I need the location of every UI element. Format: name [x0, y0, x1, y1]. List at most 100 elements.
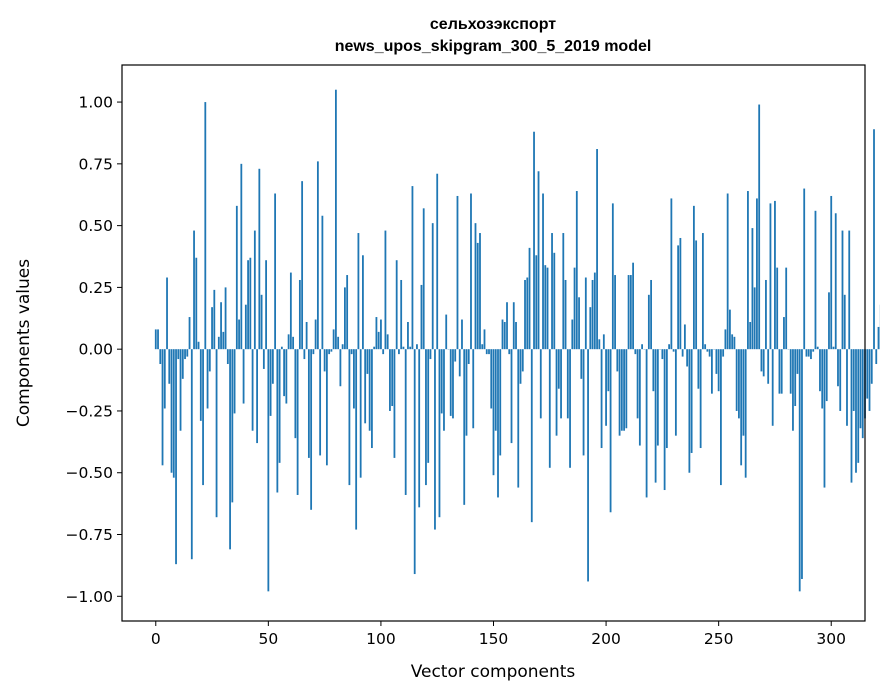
bar: [699, 349, 702, 449]
bar: [231, 349, 234, 503]
y-tick-label: −0.50: [66, 464, 114, 482]
bar: [868, 349, 871, 411]
bar: [724, 329, 727, 350]
bar: [571, 319, 574, 350]
bar: [445, 314, 448, 350]
bar: [557, 349, 560, 389]
bar: [229, 349, 231, 550]
bar: [537, 171, 540, 350]
bar: [542, 193, 544, 350]
bar: [688, 349, 691, 473]
bar: [510, 349, 513, 444]
bar: [591, 279, 594, 350]
bar: [172, 349, 175, 478]
bar: [258, 168, 261, 350]
x-tick-label: 50: [258, 630, 278, 648]
bar: [695, 240, 698, 350]
bar: [386, 334, 389, 350]
bar: [670, 198, 673, 350]
bar: [672, 349, 675, 352]
bar: [593, 272, 596, 350]
bar: [548, 349, 551, 468]
bar: [830, 195, 833, 350]
bar: [190, 349, 193, 560]
bar: [756, 198, 758, 350]
bar: [803, 188, 806, 350]
bar: [339, 349, 342, 387]
bar: [573, 267, 576, 350]
bar: [407, 321, 409, 350]
y-tick-label: 1.00: [78, 94, 113, 112]
bar: [553, 252, 556, 350]
bar: [472, 349, 475, 429]
bar: [384, 230, 387, 350]
bar: [731, 334, 734, 350]
bar: [463, 349, 466, 505]
y-tick-label: 0.00: [78, 341, 113, 359]
bar: [517, 349, 520, 488]
bar: [801, 349, 803, 579]
bar: [350, 349, 353, 355]
bar: [686, 349, 689, 367]
bar: [873, 129, 875, 350]
bar: [436, 173, 439, 350]
bar: [638, 349, 641, 446]
bar: [271, 349, 274, 384]
bar: [296, 349, 299, 495]
y-tick-label: −1.00: [66, 588, 114, 606]
bar: [211, 307, 213, 350]
bar: [861, 349, 864, 439]
bar: [375, 317, 378, 350]
bar: [298, 279, 301, 350]
bar: [634, 349, 637, 355]
x-axis: 0 50 100 150 200 250 300: [151, 621, 846, 648]
bar: [760, 349, 763, 372]
bar: [294, 349, 297, 439]
y-tick-label: −0.25: [66, 402, 114, 420]
bar: [429, 349, 432, 360]
y-tick-label: 0.50: [78, 217, 113, 235]
bar: [161, 349, 164, 466]
bar: [330, 349, 333, 352]
bar: [769, 203, 772, 350]
bar: [810, 349, 812, 360]
bar: [679, 237, 682, 350]
bar: [247, 260, 249, 350]
bar: [474, 223, 477, 350]
bar: [179, 349, 182, 431]
bar: [476, 242, 479, 350]
bar: [794, 349, 797, 407]
bar: [834, 213, 837, 350]
bar: [166, 277, 168, 350]
bar: [605, 349, 607, 426]
bar: [332, 329, 335, 350]
bar: [785, 267, 788, 350]
bar: [380, 319, 382, 350]
bar: [744, 349, 747, 478]
bar: [188, 317, 191, 350]
bar: [328, 349, 331, 355]
bar: [807, 349, 810, 357]
bar: [411, 186, 414, 350]
bar: [303, 349, 306, 360]
bars-group: [154, 89, 880, 592]
bar: [674, 349, 677, 436]
bar: [202, 349, 204, 486]
bar: [580, 349, 583, 379]
bar: [578, 297, 580, 350]
bar: [870, 349, 873, 384]
plot-frame: [121, 64, 866, 622]
bar: [357, 233, 360, 350]
bar: [521, 349, 524, 372]
bar: [749, 321, 752, 350]
y-tick-label: −0.75: [66, 526, 114, 544]
bar: [443, 349, 445, 431]
bar: [726, 193, 729, 350]
bar: [418, 349, 421, 508]
bar: [805, 349, 808, 357]
bar: [278, 349, 281, 463]
bar: [512, 302, 515, 350]
bar: [314, 319, 317, 350]
bar: [544, 265, 547, 350]
